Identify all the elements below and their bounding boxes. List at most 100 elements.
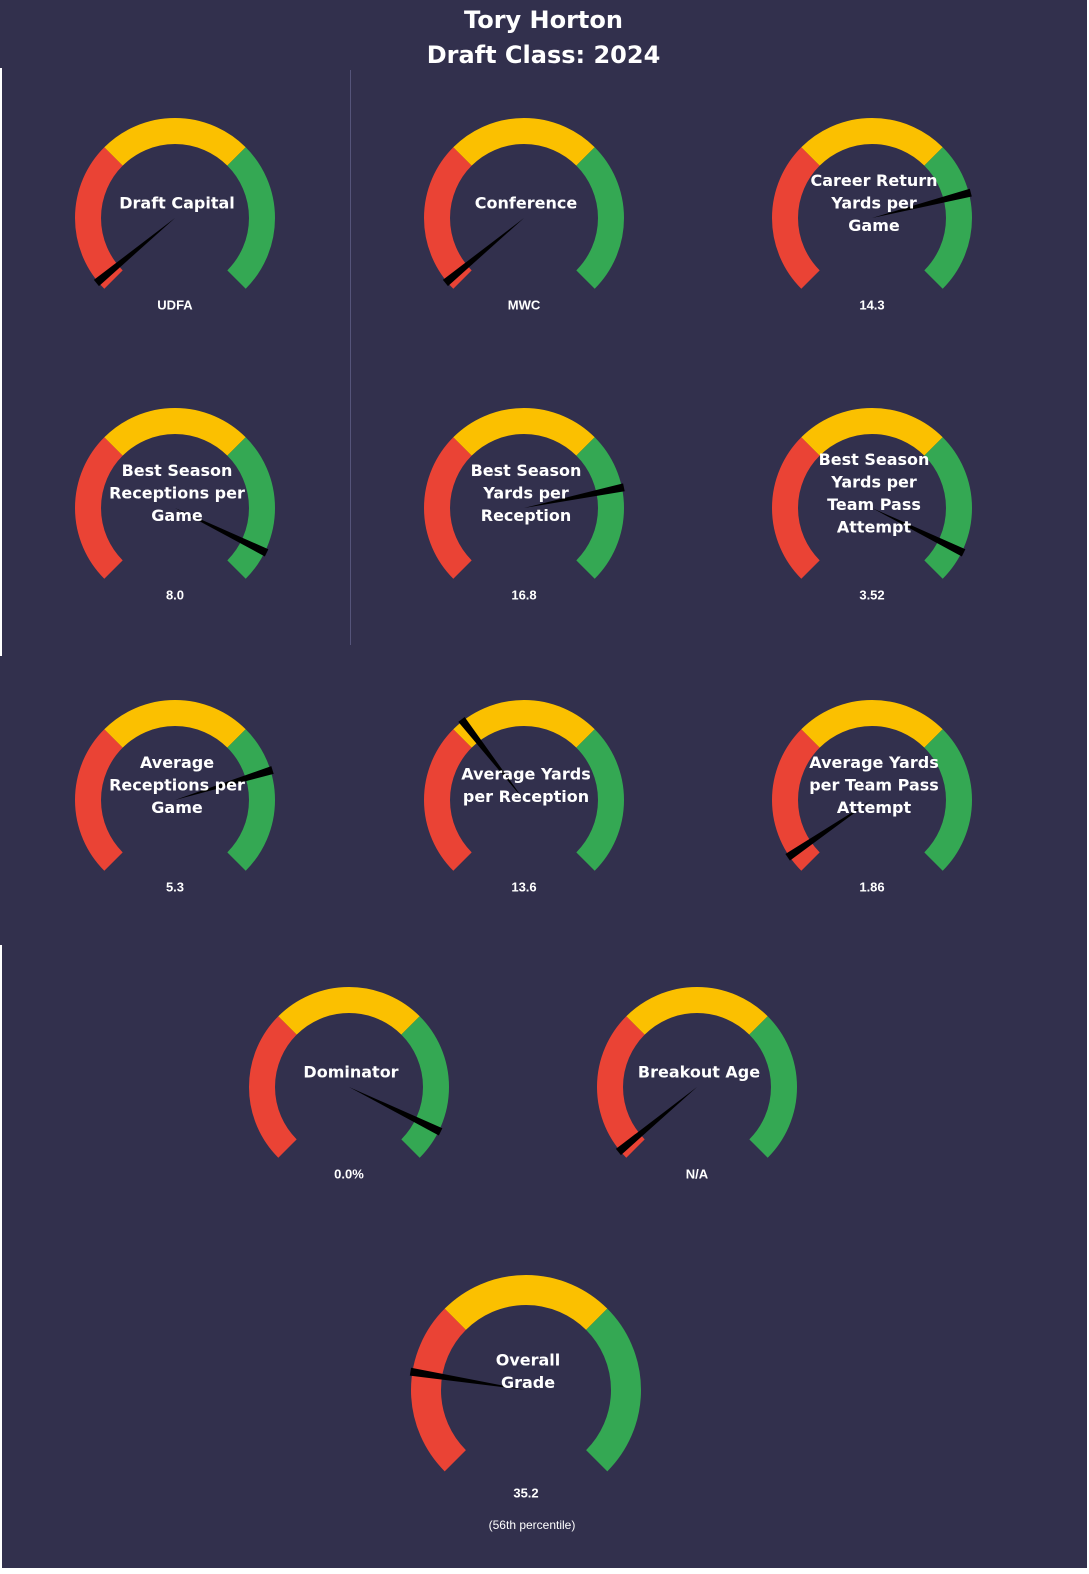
gauge: Draft Capital UDFA bbox=[75, 118, 275, 312]
gauge-zone-high bbox=[227, 147, 275, 289]
gauge: Dominator 0.0% bbox=[249, 987, 449, 1181]
gauge-needle bbox=[175, 508, 269, 557]
panel-edge bbox=[0, 945, 2, 1570]
gauge-needle bbox=[615, 1087, 697, 1156]
gauge-zone-high bbox=[924, 147, 972, 289]
gauge-zone-high bbox=[924, 729, 972, 871]
panel-edge bbox=[0, 68, 2, 656]
gauge-needle bbox=[409, 1367, 526, 1390]
gauge-value: 14.3 bbox=[859, 297, 884, 312]
gauge-label: Breakout Age bbox=[638, 1063, 760, 1082]
gauge-label: Attempt bbox=[837, 798, 912, 817]
gauge-label: Best Season bbox=[471, 461, 582, 480]
gauge-label: Receptions per bbox=[109, 776, 245, 795]
gauge: Career Return Yards per Game 14.3 bbox=[772, 118, 972, 312]
gauge: Breakout Age N/A bbox=[597, 987, 797, 1181]
gauge-zone-high bbox=[401, 1016, 449, 1158]
gauge-zone-low bbox=[424, 729, 472, 871]
gauge-label: Draft Capital bbox=[119, 194, 235, 213]
gauge-zone-low bbox=[597, 1016, 645, 1158]
gauge-label: Yards per bbox=[830, 472, 917, 491]
gauge-zone-high bbox=[227, 437, 275, 579]
gauge-needle bbox=[785, 800, 872, 861]
gauge-zone-high bbox=[576, 147, 624, 289]
gauge-value: 8.0 bbox=[166, 587, 184, 602]
gauge-value: UDFA bbox=[157, 297, 193, 312]
gauge-label: Best Season bbox=[122, 461, 233, 480]
gauge-zone-mid bbox=[626, 987, 768, 1035]
gauge-value: 0.0% bbox=[334, 1166, 364, 1181]
gauge-needle bbox=[872, 508, 966, 557]
gauge-needle bbox=[524, 483, 625, 508]
gauge-needle bbox=[93, 218, 175, 287]
gauge: Overall Grade 35.2 (56th percentile) bbox=[409, 1275, 641, 1532]
gauge-label: Conference bbox=[475, 194, 578, 213]
gauge-zone-mid bbox=[278, 987, 420, 1035]
gauge-label: Game bbox=[151, 798, 203, 817]
gauge-label: Career Return bbox=[810, 171, 937, 190]
gauge-label: Receptions per bbox=[109, 484, 245, 503]
gauge-value: MWC bbox=[508, 297, 541, 312]
gauge-zone-mid bbox=[801, 700, 943, 748]
gauge-zone-low bbox=[75, 147, 123, 289]
gauge-label: Game bbox=[848, 216, 900, 235]
gauge-label: Average Yards bbox=[461, 764, 590, 783]
gauge-zone-high bbox=[924, 437, 972, 579]
gauge-label: Average bbox=[140, 753, 214, 772]
gauge-zone-high bbox=[576, 437, 624, 579]
gauge-zone-mid bbox=[453, 408, 595, 456]
gauge-label: Grade bbox=[501, 1373, 555, 1392]
gauge-zone-mid bbox=[444, 1275, 608, 1331]
gauge-zone-low bbox=[424, 437, 472, 579]
gauge-zone-mid bbox=[453, 118, 595, 166]
gauge-value: 1.86 bbox=[859, 879, 884, 894]
section-divider bbox=[350, 70, 351, 645]
player-name: Tory Horton bbox=[464, 6, 623, 34]
gauge-needle bbox=[349, 1087, 443, 1136]
gauge-zone-low bbox=[75, 729, 123, 871]
gauge-value: 3.52 bbox=[859, 587, 884, 602]
gauge-needle bbox=[442, 218, 524, 287]
gauge-label: Average Yards bbox=[809, 753, 938, 772]
gauge-label: per Reception bbox=[463, 787, 589, 806]
gauge: Conference MWC bbox=[424, 118, 624, 312]
gauge-zone-high bbox=[227, 729, 275, 871]
gauge-value: 35.2 bbox=[513, 1485, 538, 1500]
gauge-label: Reception bbox=[481, 506, 571, 525]
gauge: Best Season Receptions per Game 8.0 bbox=[75, 408, 275, 602]
gauge-zone-low bbox=[249, 1016, 297, 1158]
gauge-needle bbox=[458, 716, 524, 800]
gauge-needle bbox=[872, 188, 972, 218]
gauge-zone-high bbox=[576, 729, 624, 871]
gauge-label: Team Pass bbox=[827, 495, 921, 514]
gauge-zone-mid bbox=[801, 408, 943, 456]
gauge-zone-low bbox=[772, 437, 820, 579]
gauge-value: 16.8 bbox=[511, 587, 536, 602]
gauge-zone-mid bbox=[104, 408, 246, 456]
gauge: Best Season Yards per Reception 16.8 bbox=[424, 408, 625, 602]
gauge-zone-low bbox=[772, 147, 820, 289]
gauge-value: N/A bbox=[686, 1166, 709, 1181]
gauge-zone-mid bbox=[104, 118, 246, 166]
gauge-percentile: (56th percentile) bbox=[489, 1518, 576, 1532]
gauge: Average Yards per Reception 13.6 bbox=[424, 700, 624, 894]
gauge-label: Best Season bbox=[819, 450, 930, 469]
gauge-label: Dominator bbox=[303, 1063, 398, 1082]
gauge-label: per Team Pass bbox=[809, 776, 939, 795]
gauge-needle bbox=[175, 766, 274, 800]
gauge-zone-mid bbox=[104, 700, 246, 748]
gauge: Average Yards per Team Pass Attempt 1.86 bbox=[772, 700, 972, 894]
gauge-zone-low bbox=[424, 147, 472, 289]
gauge-label: Overall bbox=[496, 1350, 561, 1369]
gauge-value: 5.3 bbox=[166, 879, 184, 894]
gauge: Best Season Yards per Team Pass Attempt 3.52 bbox=[772, 408, 972, 602]
gauge-label: Yards per bbox=[482, 484, 569, 503]
gauge: Average Receptions per Game 5.3 bbox=[75, 700, 275, 894]
gauge-zone-low bbox=[75, 437, 123, 579]
gauge-value: 13.6 bbox=[511, 879, 536, 894]
gauge-zone-high bbox=[585, 1308, 641, 1472]
gauge-zone-low bbox=[411, 1308, 467, 1472]
gauge-label: Game bbox=[151, 506, 203, 525]
gauge-zone-mid bbox=[453, 700, 595, 748]
